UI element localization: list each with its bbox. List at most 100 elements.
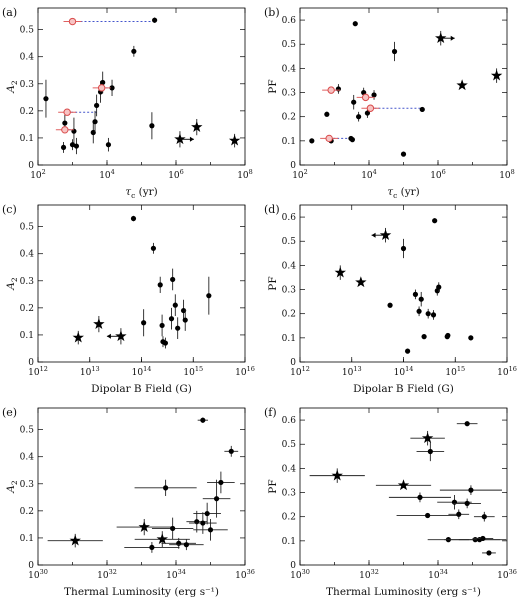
data-point [464, 421, 470, 427]
y-tick-label: 0.4 [282, 64, 297, 74]
y-tick-label: 0.4 [282, 464, 297, 474]
data-point [90, 129, 96, 136]
panel-c: 1012 1013 1014 1015 1016 0 0.1 0.2 0.3 0.4 0.5(c) D… [2, 203, 255, 395]
limit-arrowhead [450, 35, 455, 41]
y-axis-label: A2 [5, 480, 19, 494]
data-point [364, 110, 371, 116]
data-point [456, 511, 462, 517]
plot-frame [299, 204, 508, 363]
data-point [412, 291, 419, 297]
y-tick-label: 0.5 [20, 223, 35, 233]
x-tick-label: 1032 [97, 568, 117, 581]
y-tick-label: 0.2 [282, 310, 296, 320]
x-tick-label: 102 [30, 168, 46, 181]
x-tick-label: 108 [237, 168, 253, 181]
data-point [425, 311, 431, 317]
data-point [432, 218, 438, 224]
data-point [418, 296, 424, 302]
y-tick-label: 0.3 [20, 277, 35, 287]
star-point [93, 318, 105, 329]
star-point [331, 469, 343, 481]
x-tick-label: 1014 [132, 365, 152, 378]
highlight-point [361, 93, 370, 102]
data-point [94, 102, 100, 109]
y-tick-label: 0.4 [20, 453, 35, 463]
data-point [130, 215, 137, 222]
data-point [430, 312, 437, 318]
y-tick-label: 0.4 [20, 53, 35, 63]
x-tick-label: 1030 [28, 568, 48, 581]
star-point [421, 432, 434, 444]
y-tick-label: 0.2 [282, 513, 296, 523]
y-tick-label: 0.3 [282, 489, 297, 499]
data-point [149, 544, 155, 551]
star-point [228, 134, 241, 146]
data-point [141, 320, 147, 326]
data-point [163, 485, 169, 491]
data-point [356, 114, 362, 120]
data-point [468, 335, 474, 341]
panel-e: 1030 1032 1034 1036 0 0.1 0.2 0.3 0.4 0.5(e) Therm… [2, 406, 255, 598]
y-tick-label: 0.6 [282, 16, 297, 26]
data-point [194, 519, 200, 525]
data-point [109, 85, 115, 91]
data-point [468, 487, 474, 493]
data-point [436, 284, 442, 290]
limit-arrowhead [189, 136, 194, 142]
data-point [100, 79, 106, 86]
y-tick-label: 0.6 [282, 213, 297, 223]
star-point [191, 121, 203, 132]
data-point [371, 92, 377, 98]
panel-label: (a) [2, 6, 17, 19]
panel-a: 102 104 106 108 0 0.1 0.2 0.3 0.4 0.5(a) τc (yr) A2 [2, 6, 253, 200]
panel-label: (e) [2, 406, 17, 419]
data-point [62, 120, 68, 126]
data-point [69, 142, 76, 148]
x-tick-label: 1032 [359, 568, 379, 581]
x-tick-label: 1014 [394, 365, 414, 378]
y-tick-label: 0.2 [20, 304, 34, 314]
data-point [172, 302, 178, 308]
x-tick-label: 1034 [428, 568, 448, 581]
data-point [150, 245, 157, 251]
highlight-point [325, 134, 333, 143]
data-point [427, 448, 433, 455]
y-tick-label: 0.1 [282, 137, 296, 147]
data-point [60, 144, 67, 151]
x-tick-label: 1015 [183, 365, 203, 378]
x-tick-label: 1012 [28, 365, 48, 378]
x-tick-label: 1034 [166, 568, 186, 581]
data-point [204, 510, 210, 517]
y-tick-label: 0 [28, 561, 34, 571]
y-tick-label: 0 [28, 358, 34, 368]
highlight-point [366, 104, 375, 112]
panel-label: (b) [264, 6, 280, 19]
panel-d: 1012 1013 1014 1015 1016 0 0.1 0.2 0.3 0.4 0.5 0.6(… [264, 203, 517, 395]
star-point [435, 32, 447, 44]
x-tick-label: 1036 [497, 568, 517, 581]
y-tick-label: 0.2 [20, 507, 34, 517]
x-tick-label: 106 [430, 168, 446, 181]
y-tick-label: 0.4 [20, 250, 35, 260]
star-point [174, 133, 186, 145]
y-tick-label: 0.6 [282, 416, 297, 426]
y-tick-label: 0.3 [20, 480, 35, 490]
data-point [218, 479, 224, 486]
data-point [351, 99, 357, 105]
y-tick-label: 0 [290, 358, 296, 368]
data-point [419, 106, 425, 113]
y-tick-label: 0.1 [20, 134, 34, 144]
data-point [175, 325, 181, 331]
data-point [157, 282, 163, 288]
y-tick-label: 0.3 [282, 89, 297, 99]
y-tick-label: 0.5 [282, 40, 297, 50]
limit-arrowhead [371, 232, 376, 238]
data-point [349, 137, 355, 143]
plot-frame [37, 7, 246, 166]
data-point [170, 525, 176, 532]
star-point [138, 521, 150, 532]
y-axis-label: A2 [5, 277, 19, 291]
data-point [131, 48, 137, 54]
star-point [115, 330, 127, 342]
data-point [421, 334, 427, 340]
